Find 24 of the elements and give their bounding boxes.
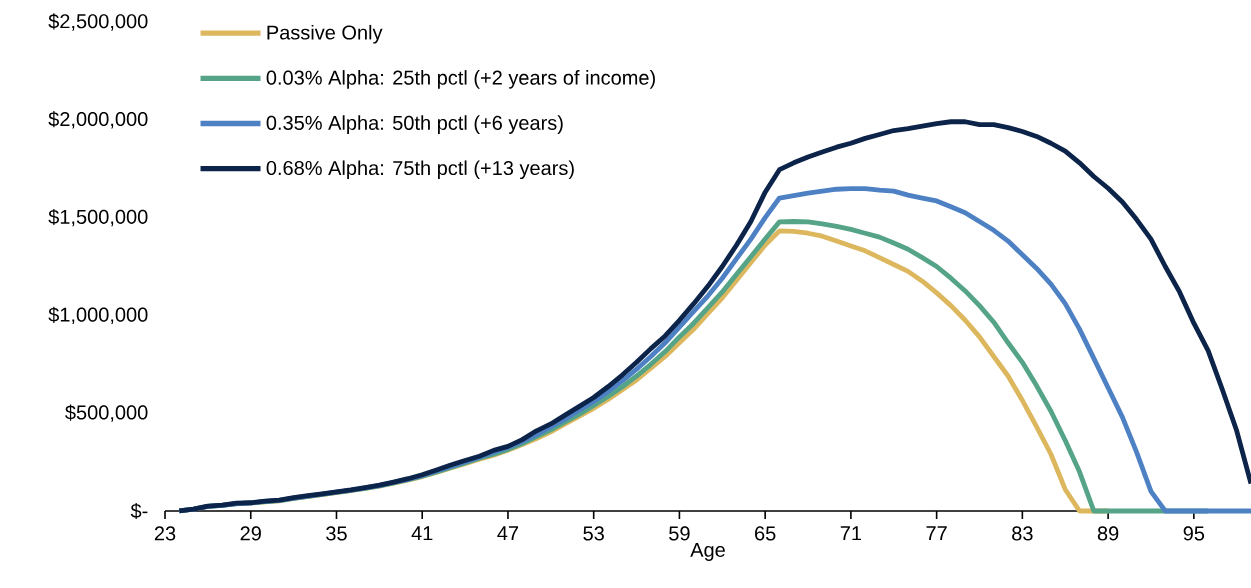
legend-label: 0.35% Alpha: 50th pctl (+6 years) xyxy=(266,115,563,134)
y-tick-label: $2,500,000 xyxy=(48,13,148,31)
y-tick-label: $2,000,000 xyxy=(48,111,148,129)
x-tick-label: 71 xyxy=(840,526,862,541)
x-tick-label: 89 xyxy=(1097,526,1119,541)
y-tick-label: $500,000 xyxy=(65,404,148,422)
y-tick-label: $- xyxy=(130,502,148,520)
y-tick-label: $1,500,000 xyxy=(48,208,148,227)
x-tick-label: 83 xyxy=(1012,526,1033,541)
x-tick-label: 35 xyxy=(326,526,347,541)
x-tick-label: 59 xyxy=(669,526,690,541)
x-tick-label: 65 xyxy=(755,526,776,541)
x-tick-label: 29 xyxy=(240,526,261,541)
legend-label: Passive Only xyxy=(267,24,383,44)
x-tick-label: 47 xyxy=(497,526,519,541)
y-tick-label: $1,000,000 xyxy=(48,306,148,325)
x-tick-label: 95 xyxy=(1183,526,1205,541)
x-axis-title: Age xyxy=(690,543,725,561)
x-tick-label: 77 xyxy=(926,526,947,541)
x-tick-label: 53 xyxy=(583,526,604,541)
x-tick-label: 23 xyxy=(154,526,176,541)
legend-label: 0.03% Alpha: 25th pctl (+2 years of income) xyxy=(266,70,655,89)
x-tick-label: 41 xyxy=(411,526,433,541)
legend-label: 0.68% Alpha: 75th pctl (+13 years) xyxy=(266,160,574,180)
